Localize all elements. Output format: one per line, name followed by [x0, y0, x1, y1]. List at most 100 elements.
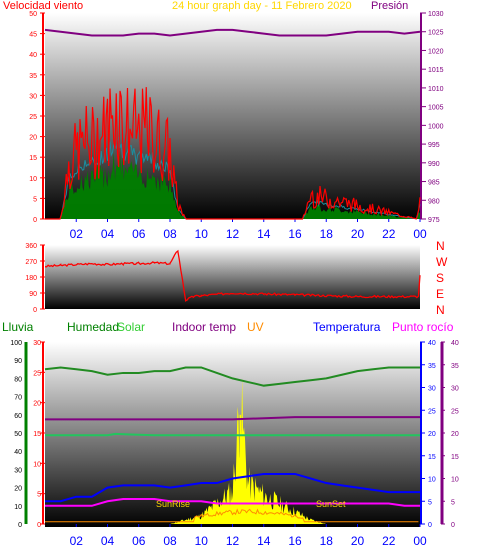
- left-axis-tick-label: 15: [29, 155, 37, 162]
- dew-axis-tick-label: 5: [451, 499, 455, 506]
- compass-label: W: [436, 255, 448, 269]
- header-pressure-title: Presión: [371, 0, 408, 12]
- humidity-axis-tick-label: 100: [10, 340, 22, 347]
- right-axis-tick-label: 1025: [428, 30, 444, 37]
- uv-line: [45, 508, 419, 523]
- rain-axis-tick-label: 0: [37, 522, 41, 529]
- legend-temperatura: Temperatura: [313, 320, 381, 334]
- dew-point-line: [45, 497, 420, 507]
- x-axis-tick-label: 20: [351, 534, 365, 548]
- x-axis-tick-label: 10: [195, 534, 209, 548]
- x-axis-tick-label: 00: [413, 534, 427, 548]
- temperature-axis-tick-label: 5: [428, 499, 432, 506]
- compass-label: N: [436, 239, 445, 253]
- legend-humedad: Humedad: [67, 320, 119, 334]
- x-axis-tick-label: 08: [163, 227, 177, 241]
- temperature-axis-tick-label: 10: [428, 477, 436, 484]
- x-axis-tick-label: 02: [70, 227, 84, 241]
- wind-average-area: [45, 150, 420, 219]
- temperature-axis-tick-label: 25: [428, 408, 436, 415]
- direction-axis-tick-label: 90: [29, 291, 37, 298]
- left-axis-tick-label: 50: [29, 11, 37, 18]
- dew-axis-tick-label: 20: [451, 431, 459, 438]
- dew-axis-tick-label: 0: [451, 522, 455, 529]
- right-axis-tick-label: 975: [428, 217, 440, 224]
- humidity-line: [44, 366, 420, 387]
- temperature-axis-tick-label: 30: [428, 386, 436, 393]
- pressure-line: [44, 28, 421, 37]
- direction-axis-tick-label: 270: [25, 259, 37, 266]
- x-axis-tick-label: 18: [320, 227, 334, 241]
- x-axis-tick-label: 22: [382, 534, 396, 548]
- x-axis-tick-label: 22: [382, 227, 396, 241]
- annotation-sunrise: SunRise: [156, 499, 190, 509]
- rain-axis-tick-label: 25: [33, 370, 41, 377]
- rain-axis-tick-label: 5: [37, 492, 41, 499]
- dew-axis-tick-label: 40: [451, 340, 459, 347]
- humidity-axis-tick-label: 30: [14, 467, 22, 474]
- right-axis-tick-label: 980: [428, 198, 440, 205]
- humidity-axis-tick-label: 70: [14, 395, 22, 402]
- x-axis-tick-label: 04: [101, 227, 115, 241]
- left-axis-tick-label: 0: [33, 217, 37, 224]
- x-axis-tick-label: 06: [132, 534, 146, 548]
- dew-axis-tick-label: 30: [451, 386, 459, 393]
- humidity-axis-tick-label: 10: [14, 504, 22, 511]
- temperature-axis-tick-label: 20: [428, 431, 436, 438]
- x-axis-tick-label: 08: [163, 534, 177, 548]
- x-axis-tick-label: 04: [101, 534, 115, 548]
- rain-axis-tick-label: 15: [33, 431, 41, 438]
- wind-direction-line: [44, 249, 421, 302]
- panel-2-bg: [45, 245, 420, 309]
- panel-temperature: 0 10 20 30 40 5 06 0 70 80 90 10 00 5 10 15 20 25 30 0 5 10 15…: [10, 340, 459, 548]
- right-axis-tick-label: 1015: [428, 67, 444, 74]
- x-axis-tick-label: 02: [70, 534, 84, 548]
- right-axis-tick-label: 1020: [428, 48, 444, 55]
- temperature-axis-tick-label: 40: [428, 340, 436, 347]
- legend-lluvia: Lluvia: [2, 320, 34, 334]
- x-axis-tick-label: 14: [257, 534, 271, 548]
- x-axis-tick-label: 20: [351, 227, 365, 241]
- secondary-green-line: [45, 432, 420, 437]
- temperature-axis-tick-label: 35: [428, 363, 436, 370]
- right-axis-tick-label: 990: [428, 161, 440, 168]
- right-axis-tick-label: 1005: [428, 105, 444, 112]
- legend-rocio: Punto rocío: [392, 320, 454, 334]
- x-axis-tick-label: 10: [195, 227, 209, 241]
- humidity-axis-tick-label: 40: [14, 449, 22, 456]
- header-chart-title: 24 hour graph day - 11 Febrero 2020: [172, 0, 352, 12]
- x-axis-tick-label: 12: [226, 534, 240, 548]
- right-axis-tick-label: 1000: [428, 123, 444, 130]
- left-axis-tick-label: 5: [33, 196, 37, 203]
- temperature-axis-tick-label: 15: [428, 454, 436, 461]
- dew-axis-tick-label: 35: [451, 363, 459, 370]
- solar-area: [170, 377, 327, 524]
- rain-axis-tick-label: 30: [33, 340, 41, 347]
- dew-axis-tick-label: 15: [451, 454, 459, 461]
- wind-gust-line: [45, 87, 421, 220]
- left-axis-tick-label: 25: [29, 114, 37, 121]
- rain-axis-tick-label: 20: [33, 401, 41, 408]
- left-axis-tick-label: 20: [29, 135, 37, 142]
- direction-axis-tick-label: 0: [33, 307, 37, 314]
- compass-label: S: [436, 271, 444, 285]
- humidity-axis-tick-label: 80: [14, 376, 22, 383]
- x-axis-tick-label: 12: [226, 227, 240, 241]
- right-axis-tick-label: 1010: [428, 86, 444, 93]
- x-axis-tick-label: 00: [413, 227, 427, 241]
- x-axis-tick-label: 06: [132, 227, 146, 241]
- annotation-sunset: SunSet: [316, 499, 346, 509]
- left-axis-tick-label: 35: [29, 73, 37, 80]
- humidity-axis-tick-label: 50: [14, 431, 22, 438]
- temperature-line: [45, 472, 420, 503]
- humidity-axis-tick-label: 90: [14, 358, 22, 365]
- indoor-temp-line: [45, 416, 420, 421]
- compass-label: N: [436, 303, 445, 317]
- humidity-axis-tick-label: 0: [18, 522, 22, 529]
- rain-axis-tick-label: 10: [33, 461, 41, 468]
- dew-axis-tick-label: 25: [451, 408, 459, 415]
- x-axis-tick-label: 16: [288, 534, 302, 548]
- legend-solar: Solar: [117, 320, 145, 334]
